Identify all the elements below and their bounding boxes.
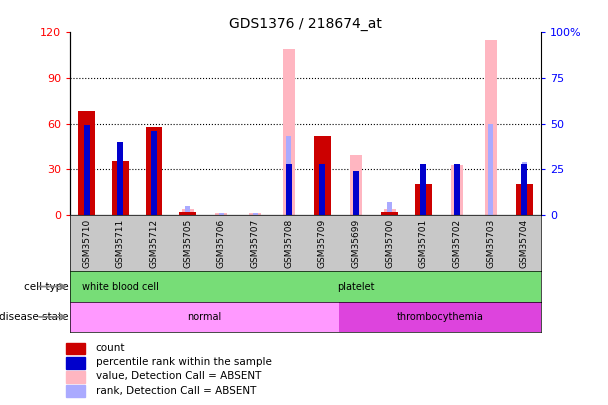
Bar [185,205,190,215]
Bar [146,126,162,215]
Text: GSM35712: GSM35712 [150,219,159,268]
Bar [286,164,292,215]
Bar [70,271,171,302]
Text: GSM35709: GSM35709 [318,219,327,269]
Bar [488,124,493,215]
Bar [339,302,541,332]
Text: GSM35706: GSM35706 [217,219,226,269]
Text: GSM35703: GSM35703 [486,219,495,269]
Bar [66,386,85,397]
Bar [420,164,426,215]
Bar [171,271,541,302]
Bar [387,202,392,215]
Text: rank, Detection Call = ABSENT: rank, Detection Call = ABSENT [95,386,256,396]
Text: thrombocythemia: thrombocythemia [396,312,483,322]
Bar [151,131,157,215]
Bar [249,213,261,215]
Bar [381,211,398,215]
Bar [179,211,196,215]
Text: count: count [95,343,125,353]
Bar [485,40,497,215]
Text: GSM35711: GSM35711 [116,219,125,269]
Bar [314,136,331,215]
Text: disease state: disease state [0,312,68,322]
Bar [215,213,227,215]
Bar [219,213,224,215]
Bar [112,162,129,215]
Title: GDS1376 / 218674_at: GDS1376 / 218674_at [229,17,382,31]
Bar [319,164,325,215]
Bar [454,164,460,215]
Bar [283,49,295,215]
Text: GSM35700: GSM35700 [385,219,394,269]
Text: GSM35702: GSM35702 [452,219,461,268]
Text: GSM35701: GSM35701 [419,219,428,269]
Text: GSM35705: GSM35705 [183,219,192,269]
Text: platelet: platelet [337,281,375,292]
Text: GSM35704: GSM35704 [520,219,529,268]
Bar [66,357,85,369]
Bar [252,213,258,215]
Bar [521,164,527,215]
Bar [350,154,362,215]
Bar [66,343,85,354]
Bar [384,209,396,215]
Bar [516,184,533,215]
Bar [66,371,85,383]
Text: cell type: cell type [24,281,68,292]
Bar [78,111,95,215]
Text: value, Detection Call = ABSENT: value, Detection Call = ABSENT [95,371,261,382]
Bar [70,302,339,332]
Bar [117,142,123,215]
Bar [353,171,359,215]
Text: GSM35708: GSM35708 [284,219,293,269]
Bar [522,162,527,215]
Text: normal: normal [187,312,222,322]
Text: GSM35710: GSM35710 [82,219,91,269]
Text: white blood cell: white blood cell [82,281,159,292]
Text: percentile rank within the sample: percentile rank within the sample [95,357,271,367]
Bar [451,165,463,215]
Text: GSM35707: GSM35707 [250,219,260,269]
Bar [454,164,460,215]
Bar [84,125,90,215]
Bar [415,184,432,215]
Bar [182,209,193,215]
Text: GSM35699: GSM35699 [351,219,361,269]
Bar [286,136,291,215]
